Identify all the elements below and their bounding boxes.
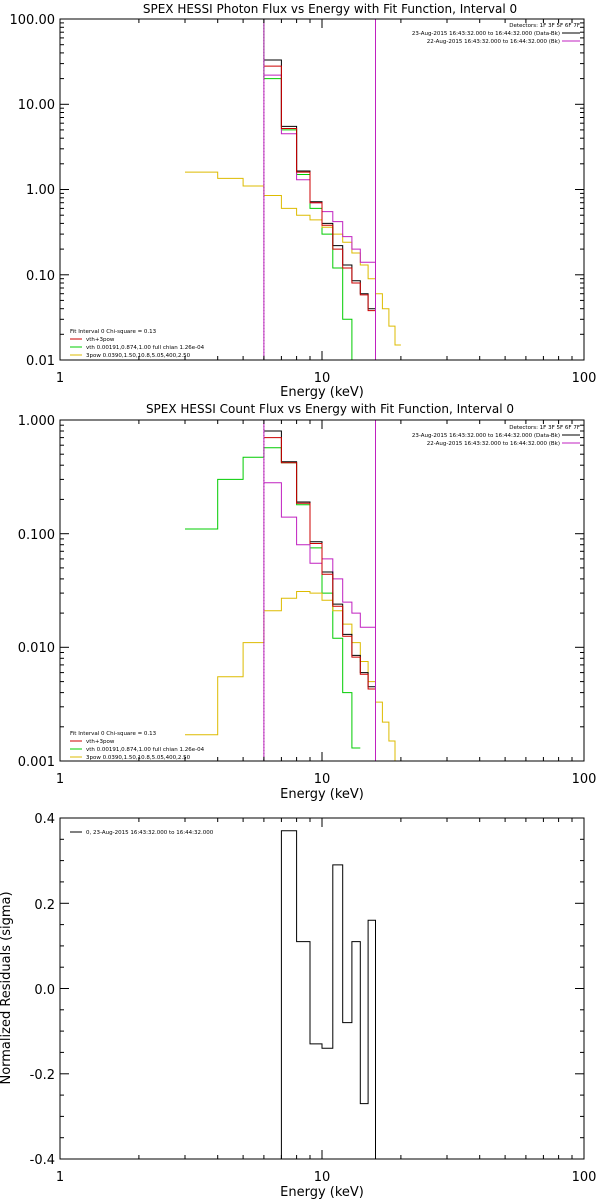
count-flux-series — [185, 430, 401, 762]
photon-flux-plot-frame — [59, 18, 585, 361]
photon-flux-title: SPEX HESSI Photon Flux vs Energy with Fi… — [143, 2, 517, 16]
photon-legend-detectors: Detectors: 1F 3F 5F 6F 7F — [509, 23, 580, 29]
count-legend-bottom-left: Fit Interval 0 Chi-square = 0.13 vth+3po… — [70, 731, 205, 761]
photon-legend-data-bk: 23-Aug-2015 16:43:32.000 to 16:44:32.000… — [412, 31, 560, 37]
residuals-legend: 0, 23-Aug-2015 16:43:32.000 to 16:44:32.… — [70, 830, 214, 836]
residuals-axes — [59, 817, 585, 1160]
photon-y-tick-100.00: 100.00 — [10, 13, 56, 28]
photon-legend-total: vth+3pow — [86, 337, 115, 343]
photon-legend-top-right: Detectors: 1F 3F 5F 6F 7F 23-Aug-2015 16… — [412, 23, 580, 45]
residuals-x-axis-label: Energy (keV) — [280, 1185, 364, 1200]
residuals-legend-interval: 0, 23-Aug-2015 16:43:32.000 to 16:44:32.… — [86, 830, 214, 836]
photon-y-tick-1.00: 1.00 — [26, 183, 55, 198]
count-flux-panel: SPEX HESSI Count Flux vs Energy with Fit… — [18, 402, 597, 802]
p0-series-4 — [263, 65, 376, 312]
photon-legend-bottom-left: Fit Interval 0 Chi-square = 0.13 vth+3po… — [70, 329, 205, 359]
residuals-y-tick-0.2: 0.2 — [34, 898, 55, 913]
count-y-tick-1.000: 1.000 — [18, 414, 55, 429]
count-x-tick-10: 10 — [314, 772, 331, 787]
count-legend-vth: vth 0.00191,0.874,1.00 full chian 1.26e-… — [86, 747, 205, 753]
count-legend-data-bk: 23-Aug-2015 16:43:32.000 to 16:44:32.000… — [412, 433, 560, 439]
count-legend-fit-interval: Fit Interval 0 Chi-square = 0.13 — [70, 731, 157, 737]
p1-series-0 — [185, 447, 361, 749]
p1-series-3 — [263, 430, 376, 688]
count-flux-markers — [263, 420, 376, 761]
p1-series-2 — [263, 482, 376, 628]
count-legend-top-right: Detectors: 1F 3F 5F 6F 7F 23-Aug-2015 16… — [412, 425, 580, 447]
p0-series-0 — [185, 18, 361, 361]
count-x-tick-100: 100 — [572, 772, 597, 787]
photon-y-tick-10.00: 10.00 — [18, 98, 55, 113]
photon-x-tick-1: 1 — [56, 371, 64, 386]
photon-x-tick-100: 100 — [572, 371, 597, 386]
photon-y-tick-0.01: 0.01 — [26, 354, 55, 369]
p0-series-1 — [185, 171, 401, 346]
p0-series-3 — [263, 59, 376, 310]
residuals-y-tick-neg0.4: -0.4 — [30, 1153, 55, 1168]
residuals-panel: 1 10 100 -0.4 -0.2 0.0 0.2 0.4 Energy (k… — [0, 812, 596, 1200]
residuals-y-tick-0.0: 0.0 — [34, 983, 55, 998]
residuals-x-tick-1: 1 — [56, 1170, 64, 1185]
photon-flux-markers — [263, 19, 376, 360]
residuals-series — [263, 830, 376, 1160]
p0-series-2 — [263, 74, 376, 263]
residuals-y-axis-label: Normalized Residuals (sigma) — [0, 891, 14, 1084]
count-legend-3pow: 3pow 0.0390,1.50,10.8,5.05,400,2.50 — [86, 755, 191, 761]
count-flux-axes — [59, 419, 585, 762]
photon-legend-3pow: 3pow 0.0390,1.50,10.8,5.05,400,2.50 — [86, 353, 191, 359]
photon-flux-axes — [59, 18, 585, 361]
count-legend-total: vth+3pow — [86, 739, 115, 745]
p1-series-4 — [263, 437, 376, 690]
p2-series-0 — [263, 830, 376, 1160]
photon-y-tick-0.10: 0.10 — [26, 269, 55, 284]
photon-x-axis-label: Energy (keV) — [280, 385, 364, 400]
photon-flux-series — [185, 18, 401, 361]
residuals-x-tick-100: 100 — [572, 1170, 597, 1185]
count-y-tick-0.001: 0.001 — [18, 755, 55, 770]
photon-legend-fit-interval: Fit Interval 0 Chi-square = 0.13 — [70, 329, 157, 335]
count-y-tick-0.100: 0.100 — [18, 528, 55, 543]
count-x-axis-label: Energy (keV) — [280, 787, 364, 802]
residuals-x-tick-10: 10 — [314, 1170, 331, 1185]
photon-flux-panel: SPEX HESSI Photon Flux vs Energy with Fi… — [10, 2, 597, 400]
residuals-plot-frame — [59, 817, 585, 1160]
photon-x-tick-10: 10 — [314, 371, 331, 386]
count-y-tick-0.010: 0.010 — [18, 641, 55, 656]
count-flux-title: SPEX HESSI Count Flux vs Energy with Fit… — [146, 402, 514, 416]
count-legend-detectors: Detectors: 1F 3F 5F 6F 7F — [509, 425, 580, 431]
photon-legend-vth: vth 0.00191,0.874,1.00 full chian 1.26e-… — [86, 345, 205, 351]
photon-legend-bk: 22-Aug-2015 16:43:32.000 to 16:44:32.000… — [427, 39, 560, 45]
count-x-tick-1: 1 — [56, 772, 64, 787]
residuals-y-tick-0.4: 0.4 — [34, 812, 55, 827]
count-legend-bk: 22-Aug-2015 16:43:32.000 to 16:44:32.000… — [427, 441, 560, 447]
residuals-y-tick-neg0.2: -0.2 — [30, 1068, 55, 1083]
